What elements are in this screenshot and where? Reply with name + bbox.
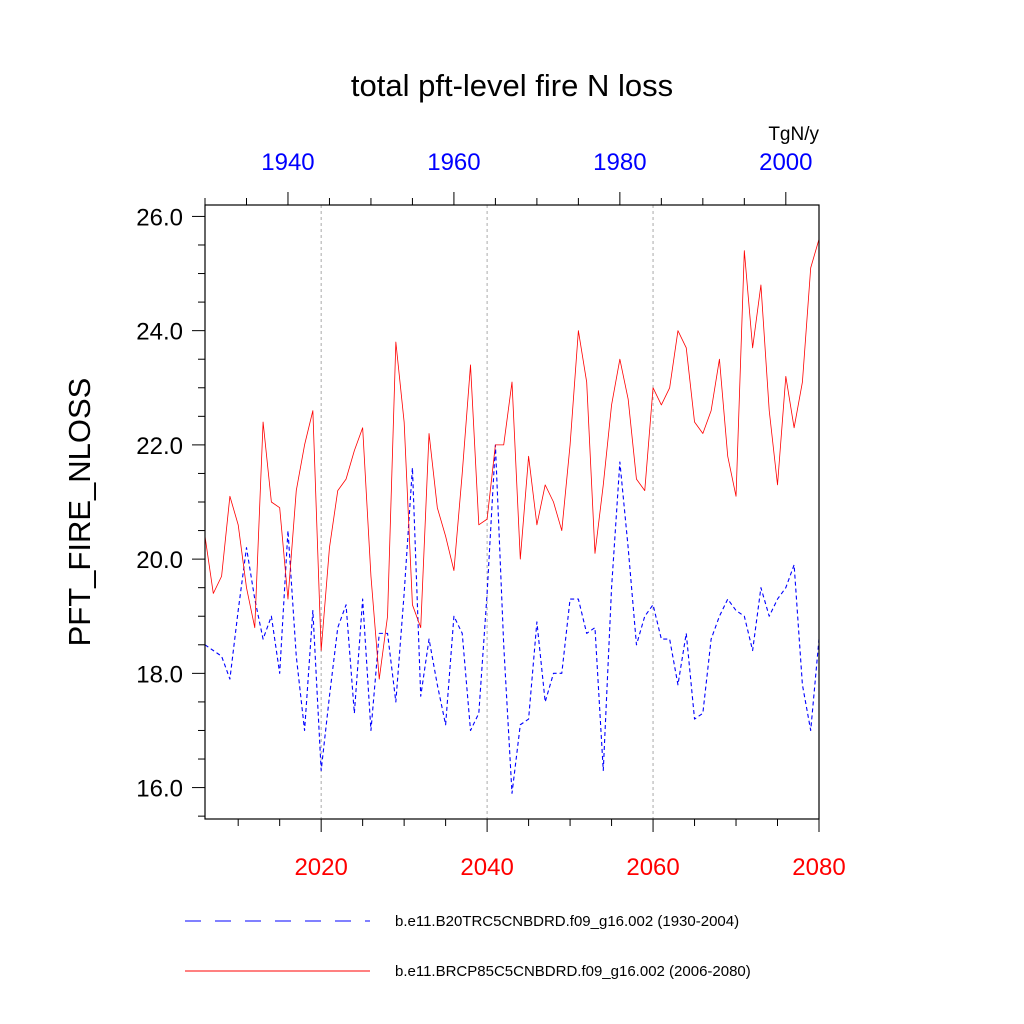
y-axis-label: PFT_FIRE_NLOSS <box>62 378 97 647</box>
y-tick-label-20.0: 20.0 <box>136 547 183 574</box>
y-tick-label-22.0: 22.0 <box>136 433 183 460</box>
y-tick-label-24.0: 24.0 <box>136 319 183 346</box>
y-tick-label-26.0: 26.0 <box>136 204 183 231</box>
plot-frame <box>204 204 820 820</box>
top-tick-label-1960: 1960 <box>427 149 480 176</box>
ticks-layer <box>192 192 820 832</box>
bottom-tick-label-2040: 2040 <box>460 854 513 881</box>
units-label: TgN/y <box>768 124 819 145</box>
legend: b.e11.B20TRC5CNBDRD.f09_g16.002 (1930-20… <box>185 913 751 980</box>
series-line-blue <box>204 444 820 794</box>
legend-label-blue: b.e11.B20TRC5CNBDRD.f09_g16.002 (1930-20… <box>395 913 739 930</box>
bottom-tick-label-2020: 2020 <box>294 854 347 881</box>
series-layer <box>204 239 820 794</box>
legend-label-red: b.e11.BRCP85C5CNBDRD.f09_g16.002 (2006-2… <box>395 963 751 980</box>
series-line-red <box>204 239 820 680</box>
top-tick-label-1980: 1980 <box>593 149 646 176</box>
grid-layer <box>320 205 654 819</box>
y-tick-label-18.0: 18.0 <box>136 661 183 688</box>
chart-title: total pft-level fire N loss <box>351 68 673 103</box>
y-tick-label-16.0: 16.0 <box>136 776 183 803</box>
top-tick-label-1940: 1940 <box>261 149 314 176</box>
bottom-tick-label-2060: 2060 <box>626 854 679 881</box>
bottom-tick-label-2080: 2080 <box>792 854 845 881</box>
top-tick-label-2000: 2000 <box>759 149 812 176</box>
labels-layer: 16.0 18.0 20.0 22.0 24.0 26.0 2020 2040 2060 2080… <box>136 149 845 881</box>
